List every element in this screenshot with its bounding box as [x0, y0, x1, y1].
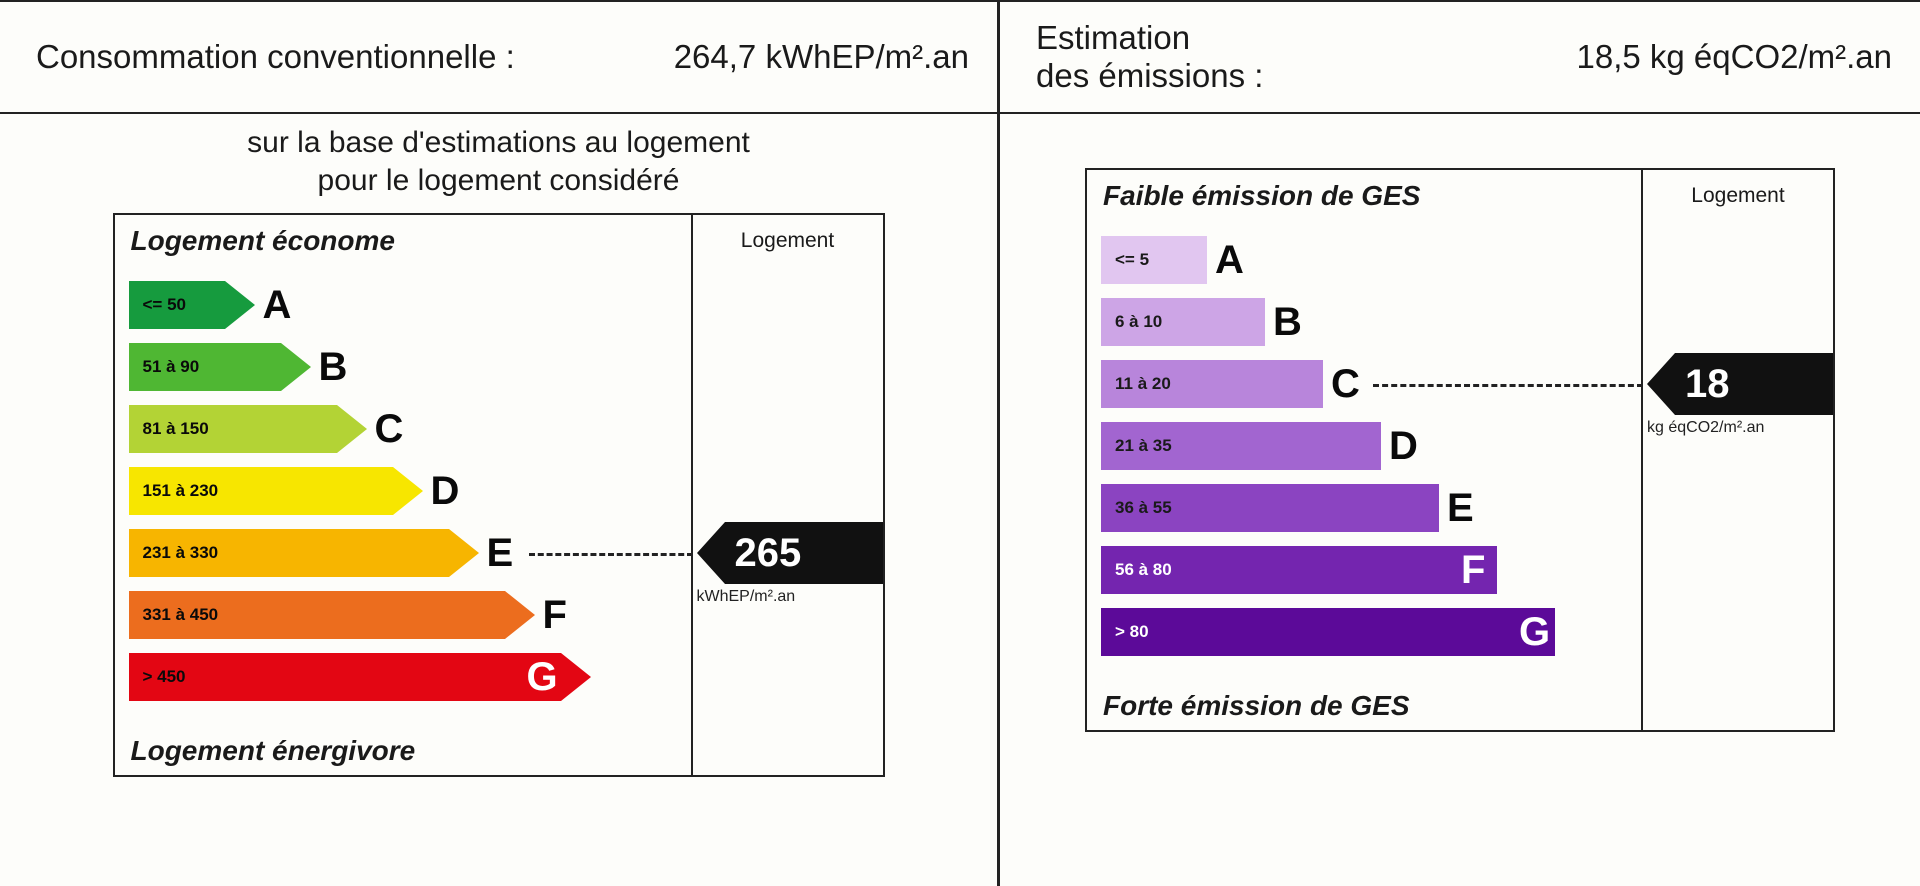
- arrow-tip-icon: [337, 405, 367, 453]
- energy-bar-a: <= 50A: [129, 281, 255, 329]
- pointer-tip-icon: [1647, 353, 1675, 415]
- ges-bar-range: 36 à 55E: [1101, 484, 1439, 532]
- energy-arrow: > 450G: [129, 653, 591, 701]
- ges-bar-range: 56 à 80F: [1101, 546, 1497, 594]
- energy-bar-range: 51 à 90: [129, 343, 281, 391]
- energy-bar-letter: D: [431, 467, 460, 515]
- energy-bar-b: 51 à 90B: [129, 343, 311, 391]
- energy-bar-range: > 450: [129, 653, 561, 701]
- ges-spacer: [1000, 114, 1920, 168]
- energy-legend-bottom: Logement énergivore: [131, 735, 416, 767]
- energy-bar-range: 81 à 150: [129, 405, 337, 453]
- energy-bar-range: <= 50: [129, 281, 225, 329]
- ges-bar-c: 11 à 20C: [1101, 360, 1323, 408]
- energy-subtitle: sur la base d'estimations au logement po…: [0, 114, 997, 213]
- energy-header-value: 264,7 kWhEP/m².an: [674, 38, 969, 76]
- energy-pointer-line: [529, 553, 693, 556]
- ges-chart-wrap: Faible émission de GES Forte émission de…: [1000, 168, 1920, 732]
- energy-chart-side: Logement 265 kWhEP/m².an: [693, 215, 883, 775]
- ges-legend-top: Faible émission de GES: [1103, 180, 1420, 212]
- energy-chart-wrap: Logement économe Logement énergivore <= …: [0, 213, 997, 777]
- arrow-tip-icon: [225, 281, 255, 329]
- ges-header-label-line2: des émissions :: [1036, 57, 1577, 95]
- energy-bar-range: 151 à 230: [129, 467, 393, 515]
- ges-panel: Estimation des émissions : 18,5 kg éqCO2…: [1000, 0, 1920, 886]
- energy-bar-e: 231 à 330E: [129, 529, 479, 577]
- ges-bar-f: 56 à 80F: [1101, 546, 1497, 594]
- energy-bar-letter: C: [375, 405, 404, 453]
- energy-bar-letter: E: [487, 529, 514, 577]
- energy-panel: Consommation conventionnelle : 264,7 kWh…: [0, 0, 1000, 886]
- energy-pointer-badge: 265: [725, 522, 883, 584]
- ges-bar-range: 6 à 10B: [1101, 298, 1265, 346]
- ges-bar-letter: A: [1215, 236, 1244, 284]
- energy-bar-c: 81 à 150C: [129, 405, 367, 453]
- ges-chart: Faible émission de GES Forte émission de…: [1085, 168, 1835, 732]
- energy-bar-range: 331 à 450: [129, 591, 505, 639]
- ges-bar-letter: E: [1447, 484, 1474, 532]
- energy-arrow: 81 à 150C: [129, 405, 367, 453]
- energy-header-label: Consommation conventionnelle :: [36, 38, 674, 76]
- energy-bar-letter: G: [527, 653, 558, 701]
- ges-pointer-value: 18: [1685, 362, 1730, 407]
- energy-bar-letter: F: [543, 591, 567, 639]
- energy-chart: Logement économe Logement énergivore <= …: [113, 213, 885, 777]
- energy-subtitle-line1: sur la base d'estimations au logement: [0, 124, 997, 162]
- ges-pointer-badge: 18: [1675, 353, 1833, 415]
- ges-bar-letter: C: [1331, 360, 1360, 408]
- ges-bar-letter: B: [1273, 298, 1302, 346]
- arrow-tip-icon: [505, 591, 535, 639]
- ges-bar-letter: G: [1519, 608, 1550, 656]
- energy-bar-range: 231 à 330: [129, 529, 449, 577]
- ges-bar-e: 36 à 55E: [1101, 484, 1439, 532]
- ges-pointer-unit: kg éqCO2/m².an: [1643, 419, 1833, 437]
- energy-bar-letter: B: [319, 343, 348, 391]
- ges-side-title: Logement: [1643, 184, 1833, 208]
- energy-bar-d: 151 à 230D: [129, 467, 423, 515]
- energy-arrow: 231 à 330E: [129, 529, 479, 577]
- ges-bar-range: 21 à 35D: [1101, 422, 1381, 470]
- ges-header-label-line1: Estimation: [1036, 19, 1577, 57]
- energy-pointer-value: 265: [735, 531, 802, 576]
- energy-chart-main: Logement économe Logement énergivore <= …: [115, 215, 693, 775]
- energy-arrow: <= 50A: [129, 281, 255, 329]
- energy-header: Consommation conventionnelle : 264,7 kWh…: [0, 2, 997, 114]
- ges-bar-range: > 80G: [1101, 608, 1555, 656]
- ges-header-value: 18,5 kg éqCO2/m².an: [1577, 38, 1893, 76]
- ges-bar-a: <= 5A: [1101, 236, 1207, 284]
- energy-bar-f: 331 à 450F: [129, 591, 535, 639]
- ges-chart-side: Logement 18 kg éqCO2/m².an: [1643, 170, 1833, 730]
- energy-legend-top: Logement économe: [131, 225, 395, 257]
- ges-bar-b: 6 à 10B: [1101, 298, 1265, 346]
- ges-bar-d: 21 à 35D: [1101, 422, 1381, 470]
- energy-arrow: 331 à 450F: [129, 591, 535, 639]
- pointer-tip-icon: [697, 522, 725, 584]
- ges-bar-range: 11 à 20C: [1101, 360, 1323, 408]
- ges-bar-letter: F: [1461, 546, 1485, 594]
- ges-pointer-line: [1373, 384, 1643, 387]
- ges-bar-g: > 80G: [1101, 608, 1555, 656]
- arrow-tip-icon: [281, 343, 311, 391]
- ges-header-label: Estimation des émissions :: [1036, 19, 1577, 95]
- energy-arrow: 51 à 90B: [129, 343, 311, 391]
- energy-subtitle-line2: pour le logement considéré: [0, 162, 997, 200]
- arrow-tip-icon: [561, 653, 591, 701]
- ges-chart-main: Faible émission de GES Forte émission de…: [1087, 170, 1643, 730]
- energy-bar-g: > 450G: [129, 653, 591, 701]
- ges-bar-range: <= 5A: [1101, 236, 1207, 284]
- energy-arrow: 151 à 230D: [129, 467, 423, 515]
- arrow-tip-icon: [449, 529, 479, 577]
- ges-legend-bottom: Forte émission de GES: [1103, 690, 1410, 722]
- energy-pointer-unit: kWhEP/m².an: [693, 588, 883, 606]
- energy-bar-letter: A: [263, 281, 292, 329]
- ges-header: Estimation des émissions : 18,5 kg éqCO2…: [1000, 2, 1920, 114]
- arrow-tip-icon: [393, 467, 423, 515]
- dpe-page: Consommation conventionnelle : 264,7 kWh…: [0, 0, 1920, 886]
- energy-side-title: Logement: [693, 229, 883, 253]
- ges-bar-letter: D: [1389, 422, 1418, 470]
